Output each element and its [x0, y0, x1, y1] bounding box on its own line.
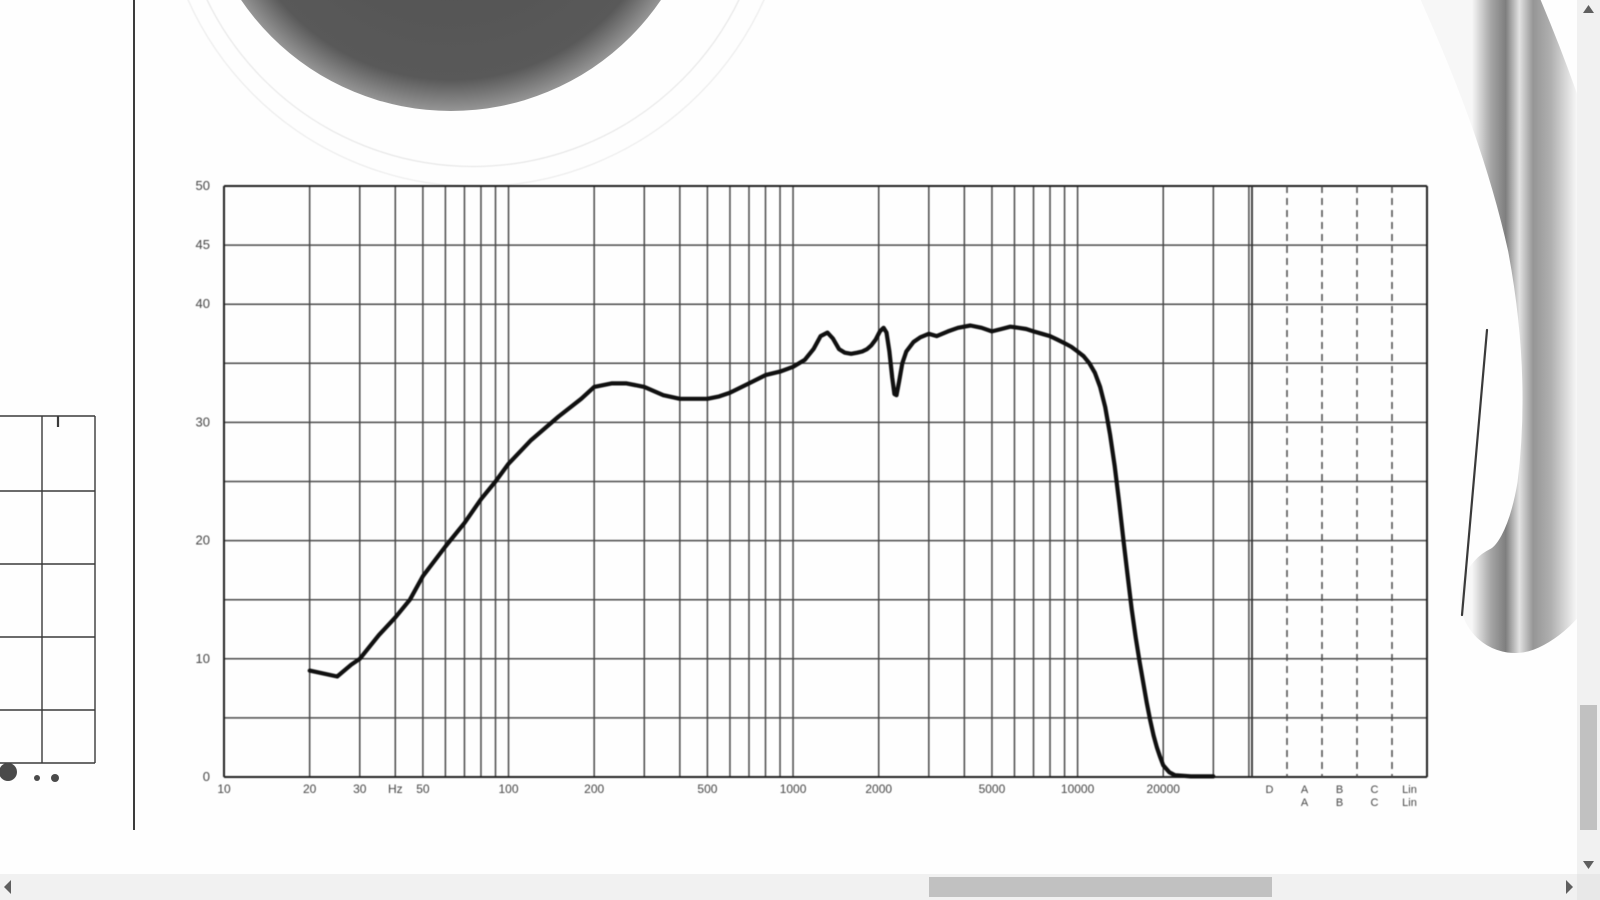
- svg-text:30: 30: [196, 414, 210, 429]
- svg-text:Lin: Lin: [1402, 784, 1417, 796]
- svg-text:1000: 1000: [780, 782, 807, 796]
- svg-text:200: 200: [584, 782, 604, 796]
- svg-text:Hz: Hz: [388, 782, 403, 796]
- svg-text:100: 100: [499, 782, 519, 796]
- svg-text:40: 40: [196, 296, 210, 311]
- svg-text:45: 45: [196, 237, 210, 252]
- svg-text:A: A: [1301, 797, 1309, 809]
- svg-text:5000: 5000: [979, 782, 1006, 796]
- svg-text:C: C: [1371, 797, 1379, 809]
- svg-text:C: C: [1371, 784, 1379, 796]
- svg-text:A: A: [1301, 784, 1309, 796]
- svg-text:2000: 2000: [865, 782, 892, 796]
- svg-text:B: B: [1336, 797, 1343, 809]
- svg-text:D: D: [1266, 784, 1274, 796]
- svg-text:20000: 20000: [1147, 782, 1181, 796]
- svg-text:10: 10: [196, 651, 210, 666]
- svg-text:10000: 10000: [1061, 782, 1095, 796]
- svg-text:B: B: [1336, 784, 1343, 796]
- svg-text:20: 20: [196, 533, 210, 548]
- svg-text:Lin: Lin: [1402, 797, 1417, 809]
- svg-text:50: 50: [196, 178, 210, 193]
- svg-text:20: 20: [303, 782, 317, 796]
- svg-text:500: 500: [697, 782, 717, 796]
- svg-text:30: 30: [353, 782, 367, 796]
- svg-text:10: 10: [217, 782, 231, 796]
- svg-text:50: 50: [416, 782, 430, 796]
- svg-text:0: 0: [203, 769, 210, 784]
